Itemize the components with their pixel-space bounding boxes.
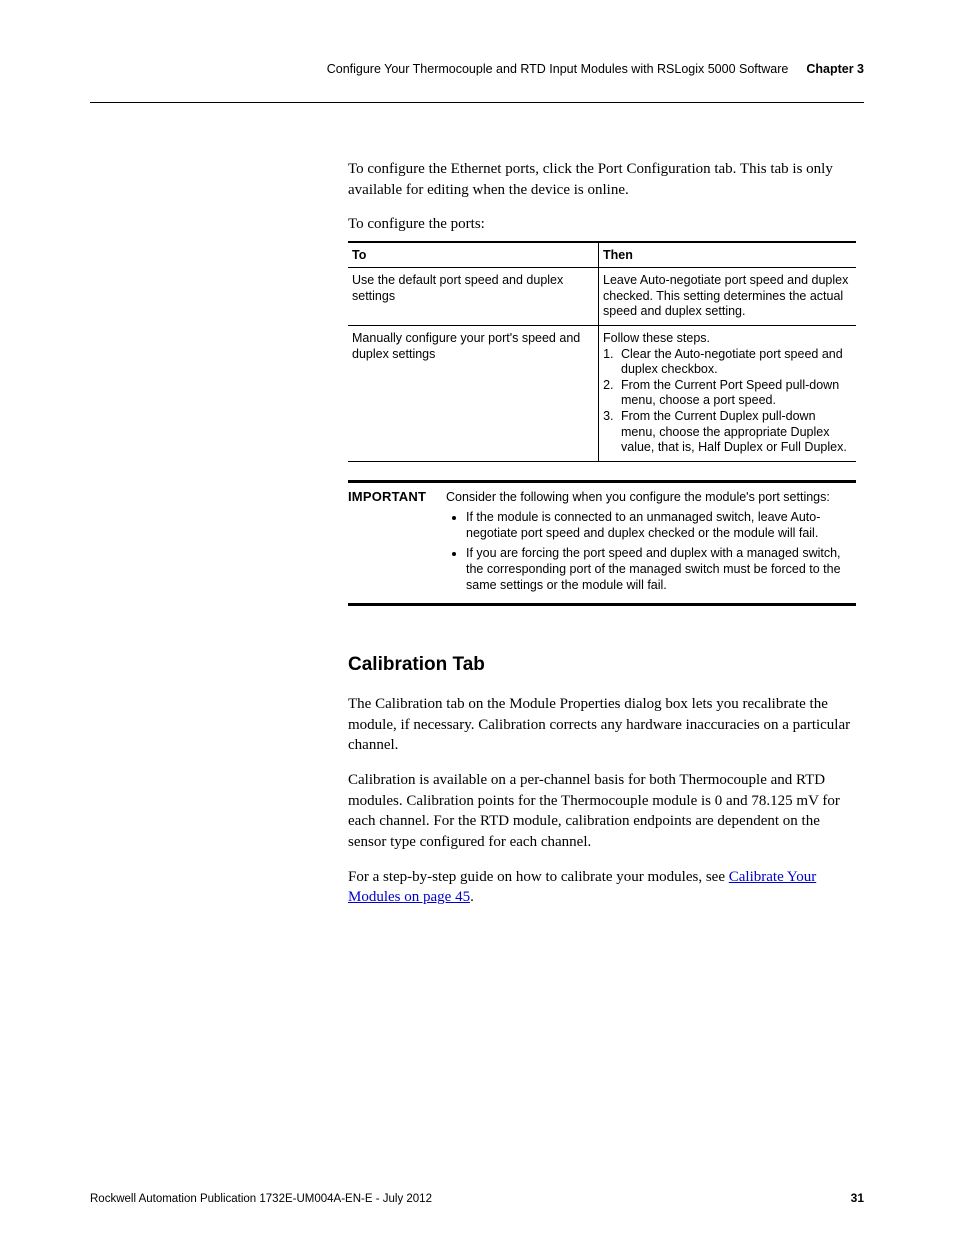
- important-bullet: If you are forcing the port speed and du…: [466, 545, 856, 593]
- table-header-to: To: [348, 242, 599, 268]
- calibration-p3-pre: For a step-by-step guide on how to calib…: [348, 869, 729, 885]
- table-cell-to: Manually configure your port's speed and…: [348, 325, 599, 461]
- important-box: IMPORTANT Consider the following when yo…: [348, 480, 856, 606]
- page-number: 31: [851, 1191, 864, 1205]
- header-rule: [90, 102, 864, 103]
- table-cell-then: Follow these steps. Clear the Auto-negot…: [599, 325, 857, 461]
- config-table: To Then Use the default port speed and d…: [348, 241, 856, 462]
- calibration-p2: Calibration is available on a per-channe…: [348, 770, 856, 853]
- intro-paragraph-1: To configure the Ethernet ports, click t…: [348, 159, 856, 200]
- step-item: From the Current Duplex pull-down menu, …: [617, 409, 850, 456]
- important-bullet: If the module is connected to an unmanag…: [466, 509, 856, 541]
- calibration-heading: Calibration Tab: [348, 654, 856, 676]
- header-title: Configure Your Thermocouple and RTD Inpu…: [327, 62, 789, 76]
- table-header-then: Then: [599, 242, 857, 268]
- chapter-label: Chapter 3: [806, 62, 864, 76]
- steps-lead: Follow these steps.: [603, 331, 850, 347]
- calibration-p3: For a step-by-step guide on how to calib…: [348, 867, 856, 908]
- intro-paragraph-2: To configure the ports:: [348, 214, 856, 235]
- table-row: Manually configure your port's speed and…: [348, 325, 856, 461]
- table-cell-to: Use the default port speed and duplex se…: [348, 268, 599, 326]
- table-cell-then: Leave Auto-negotiate port speed and dupl…: [599, 268, 857, 326]
- footer: Rockwell Automation Publication 1732E-UM…: [90, 1191, 864, 1205]
- step-item: From the Current Port Speed pull-down me…: [617, 378, 850, 409]
- important-lead: Consider the following when you configur…: [446, 489, 856, 505]
- calibration-p1: The Calibration tab on the Module Proper…: [348, 694, 856, 756]
- step-item: Clear the Auto-negotiate port speed and …: [617, 347, 850, 378]
- calibration-p3-post: .: [470, 889, 474, 905]
- table-row: Use the default port speed and duplex se…: [348, 268, 856, 326]
- footer-publication: Rockwell Automation Publication 1732E-UM…: [90, 1193, 432, 1205]
- important-label: IMPORTANT: [348, 489, 432, 597]
